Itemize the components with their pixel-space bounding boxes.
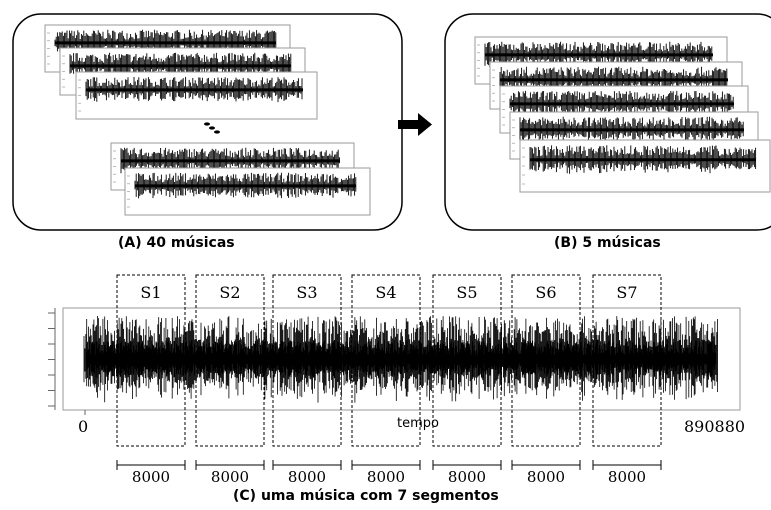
segment-box-5 [432,274,502,447]
axis-label-tempo: tempo [397,416,439,431]
segment-box-2 [195,274,265,447]
segment-box-4 [351,274,421,447]
segment-box-6 [511,274,581,447]
panel-a-stack [44,24,371,216]
segment-label-s3: S3 [296,283,318,302]
panel-b-waveform [519,139,771,193]
segment-length-label: 8000 [526,468,566,486]
segment-box-3 [272,274,342,447]
segment-box-7 [592,274,662,447]
x-start-label: 0 [78,417,89,436]
panel-b-frame [444,13,771,231]
segment-label-s5: S5 [456,283,478,302]
segment-length-label: 8000 [287,468,327,486]
panel-b-caption: (B) 5 músicas [554,235,661,251]
segment-label-s1: S1 [140,283,162,302]
panel-a-waveform [75,71,318,120]
panel-b-stack [474,36,771,193]
panel-c-plot [48,274,741,470]
segment-length-label: 8000 [210,468,250,486]
segment-length-label: 8000 [607,468,647,486]
segment-label-s4: S4 [375,283,397,302]
segment-label-s7: S7 [616,283,638,302]
main-waveform-core [85,340,716,380]
arrow-right-icon [398,113,432,136]
panel-c-caption: (C) uma música com 7 segmentos [233,488,499,504]
x-end-label: 890880 [684,417,746,436]
ellipsis-dots-icon [204,122,220,134]
segment-length-label: 8000 [366,468,406,486]
segment-box-1 [116,274,186,447]
segment-label-s6: S6 [535,283,557,302]
segment-length-label: 8000 [447,468,487,486]
panel-a-caption: (A) 40 músicas [118,235,235,251]
panel-a-waveform [124,167,371,216]
segment-label-s2: S2 [219,283,241,302]
segment-length-label: 8000 [131,468,171,486]
